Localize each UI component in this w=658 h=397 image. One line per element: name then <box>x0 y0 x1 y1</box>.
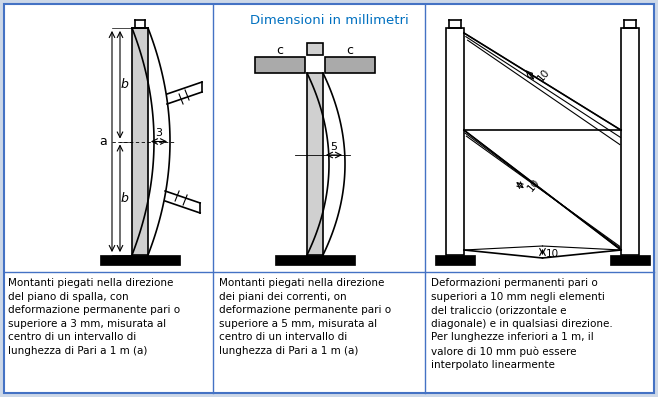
Text: a: a <box>99 135 107 148</box>
Text: Deformazioni permanenti pari o
superiori a 10 mm negli elementi
del traliccio (o: Deformazioni permanenti pari o superiori… <box>431 278 613 370</box>
Text: 10: 10 <box>545 249 559 259</box>
Bar <box>132 28 148 255</box>
Bar <box>610 255 650 265</box>
Bar <box>325 57 375 73</box>
Bar <box>446 28 464 255</box>
Text: b: b <box>120 78 128 91</box>
Bar <box>621 28 639 255</box>
Text: b: b <box>120 192 128 205</box>
Bar <box>435 255 475 265</box>
Text: 5: 5 <box>330 142 338 152</box>
Text: Montanti piegati nella direzione
del piano di spalla, con
deformazione permanent: Montanti piegati nella direzione del pia… <box>8 278 180 356</box>
Bar <box>255 57 305 73</box>
Text: 3: 3 <box>155 129 163 139</box>
Bar <box>307 43 323 55</box>
Text: 10: 10 <box>526 177 542 193</box>
Bar <box>100 255 180 265</box>
Text: c: c <box>276 44 284 58</box>
Text: Montanti piegati nella direzione
dei piani dei correnti, on
deformazione permane: Montanti piegati nella direzione dei pia… <box>219 278 391 356</box>
Bar <box>307 73 323 255</box>
Bar <box>275 255 355 265</box>
Text: Dimensioni in millimetri: Dimensioni in millimetri <box>249 14 409 27</box>
Text: c: c <box>347 44 353 58</box>
Text: 10: 10 <box>536 67 552 83</box>
